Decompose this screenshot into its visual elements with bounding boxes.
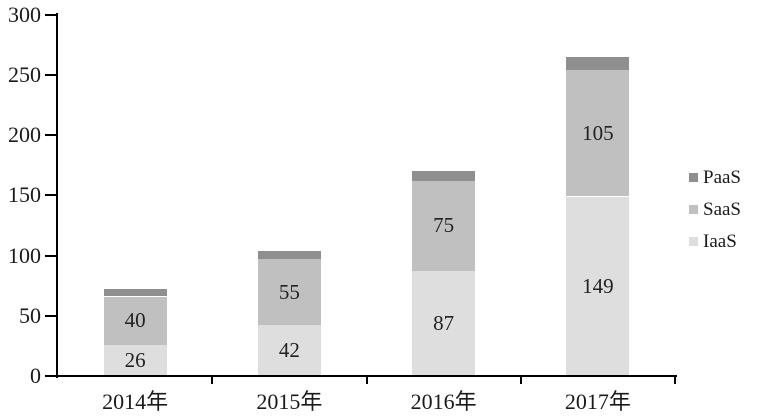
bar-segment-paas xyxy=(257,250,321,260)
y-axis-label: 150 xyxy=(8,182,41,208)
bar-value-label: 42 xyxy=(278,338,300,363)
bar-value-label: 55 xyxy=(278,279,300,304)
y-axis-label: 300 xyxy=(8,1,41,27)
legend-label: IaaS xyxy=(703,230,737,252)
bar-segment-iaas: 149 xyxy=(566,196,630,376)
bar-value-label: 26 xyxy=(124,347,146,372)
bar-segment-saas: 40 xyxy=(103,296,167,345)
y-axis-tick xyxy=(45,13,56,16)
x-axis-tick xyxy=(365,376,368,384)
bar-segment-saas: 75 xyxy=(412,180,476,272)
bar-segment-saas: 105 xyxy=(566,69,630,197)
y-axis-tick xyxy=(45,375,56,377)
x-axis-tick xyxy=(519,376,522,384)
bar-segment-paas xyxy=(103,289,167,297)
y-axis-label: 0 xyxy=(30,363,41,388)
legend-swatch-icon xyxy=(689,204,698,214)
y-axis-tick xyxy=(45,134,56,136)
bar-segment-iaas: 87 xyxy=(412,271,476,376)
y-axis-label: 100 xyxy=(8,242,41,268)
bar-value-label: 149 xyxy=(582,273,614,298)
legend-item-saas: SaaS xyxy=(689,199,741,219)
bar-segment-paas xyxy=(566,56,630,70)
y-axis xyxy=(56,13,58,378)
x-axis-label: 2016年 xyxy=(410,389,477,414)
bar-segment-iaas: 42 xyxy=(257,325,321,376)
y-axis-label: 200 xyxy=(8,122,41,147)
y-axis-label: 250 xyxy=(8,61,41,87)
x-axis-label: 2017年 xyxy=(564,389,631,414)
bar-value-label: 87 xyxy=(433,311,455,336)
y-axis-tick xyxy=(45,194,56,197)
y-axis-tick xyxy=(45,73,56,76)
bar-segment-saas: 55 xyxy=(257,259,321,326)
legend-swatch-icon xyxy=(689,236,698,246)
x-axis-label: 2014年 xyxy=(102,389,169,414)
bar-segment-iaas: 26 xyxy=(103,344,167,376)
legend-item-paas: PaaS xyxy=(689,167,741,187)
bar-value-label: 75 xyxy=(433,213,455,238)
bar-value-label: 40 xyxy=(124,308,146,333)
legend-item-iaas: IaaS xyxy=(689,231,737,251)
y-axis-label: 50 xyxy=(19,302,41,328)
bar-segment-paas xyxy=(412,171,476,181)
bar-value-label: 105 xyxy=(582,120,614,145)
legend-swatch-icon xyxy=(689,172,698,182)
y-axis-tick xyxy=(45,254,56,257)
x-axis-tick xyxy=(211,376,214,384)
legend-label: SaaS xyxy=(703,198,741,220)
x-axis-end-tick xyxy=(674,376,676,384)
x-axis-label: 2015年 xyxy=(256,389,323,414)
legend-label: PaaS xyxy=(703,166,741,188)
y-axis-tick xyxy=(45,314,56,317)
